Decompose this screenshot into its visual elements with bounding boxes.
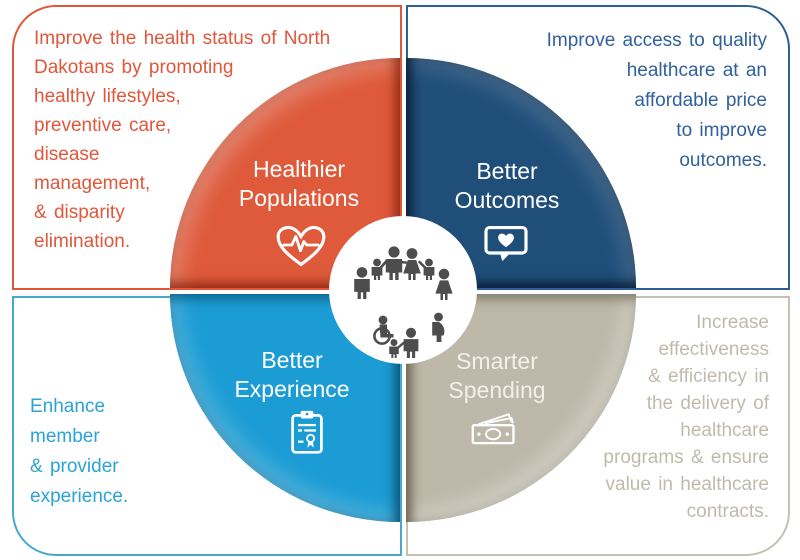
description-smarter-spending: Increase effectiveness & efficiency in t… — [603, 312, 769, 522]
parent-and-child-icon — [389, 327, 419, 358]
label-healthier-populations: Healthier Populations — [238, 156, 360, 211]
description-better-outcomes: Improve access to quality healthcare at … — [546, 30, 767, 171]
people-icons — [354, 246, 453, 358]
man-icon — [354, 267, 370, 299]
label-smarter-spending: Smarter Spending — [448, 348, 546, 403]
chat-heart-icon — [484, 225, 528, 262]
people-circle-icon — [329, 216, 477, 364]
heart-pulse-icon — [276, 226, 326, 267]
woman-icon — [435, 268, 453, 300]
label-better-outcomes: Better Outcomes — [454, 158, 560, 213]
family-icon — [371, 246, 435, 280]
money-icon — [471, 413, 515, 445]
description-healthier-populations: Improve the health status of North Dakot… — [34, 28, 331, 252]
clipboard-icon — [291, 410, 323, 454]
description-better-experience: Enhance member & provider experience. — [30, 396, 129, 507]
wheelchair-user-icon — [373, 315, 396, 345]
label-better-experience: Better Experience — [234, 347, 350, 402]
pregnant-woman-icon — [432, 312, 445, 342]
